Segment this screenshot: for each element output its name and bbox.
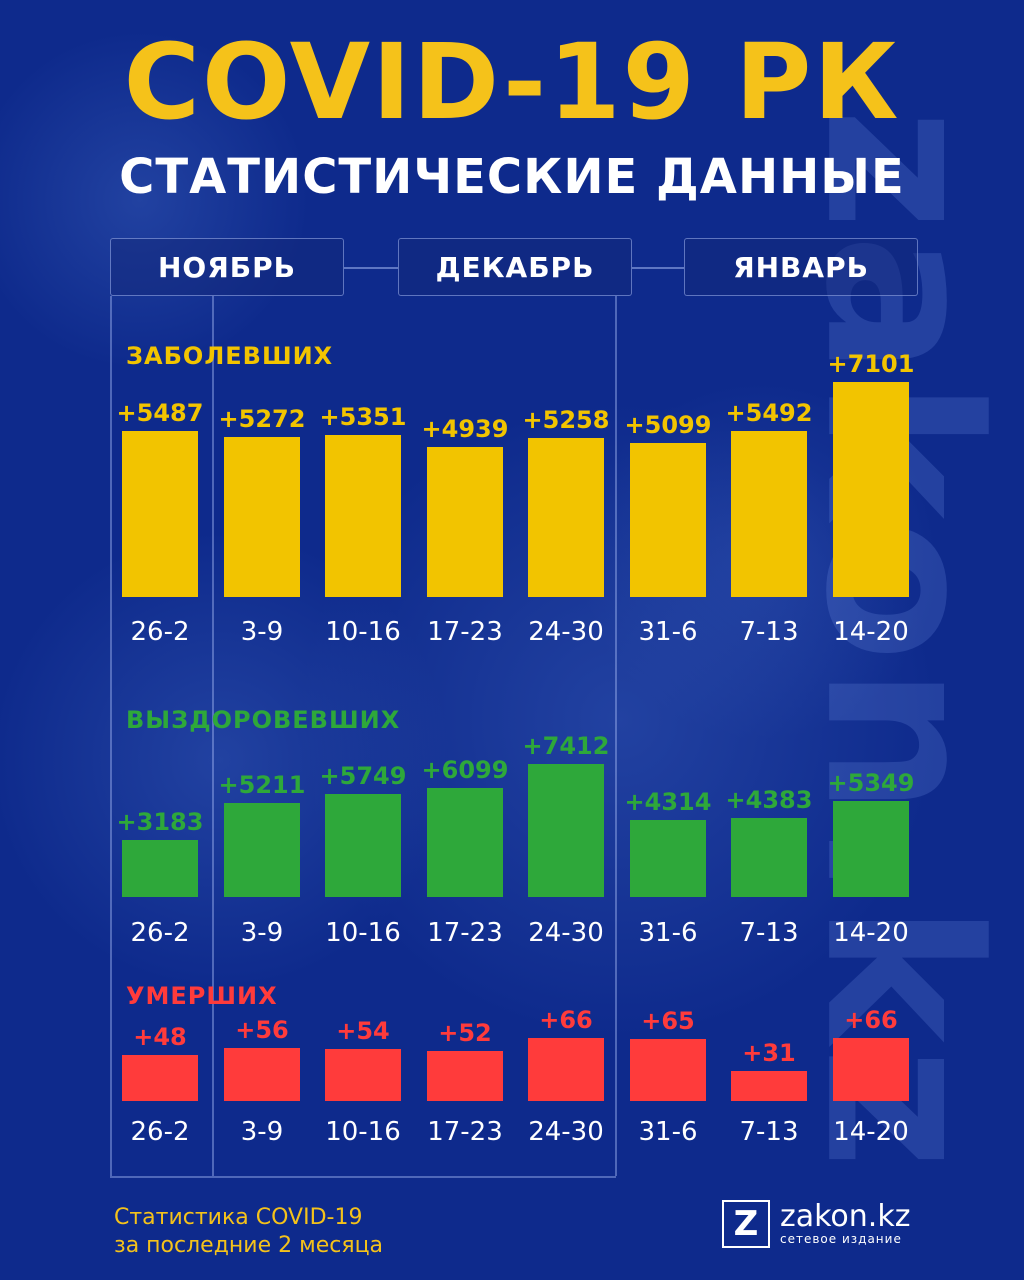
category-label: 24-30 — [528, 1117, 604, 1147]
category-label: 3-9 — [240, 918, 284, 948]
bar-deaths — [630, 1039, 706, 1101]
category-label: 24-30 — [528, 918, 604, 948]
value-label-deaths: +65 — [641, 1007, 695, 1035]
value-label-infected: +5099 — [624, 411, 712, 439]
page-title: COVID-19 РК — [123, 21, 901, 143]
category-label: 17-23 — [427, 617, 503, 647]
grid-line — [110, 296, 112, 1176]
category-label: 7-13 — [739, 617, 799, 647]
bar-recovered — [833, 801, 909, 897]
value-label-deaths: +48 — [133, 1023, 187, 1051]
category-label: 17-23 — [427, 918, 503, 948]
series-label-infected: ЗАБОЛЕВШИХ — [126, 342, 334, 370]
value-label-recovered: +5749 — [319, 762, 407, 790]
bar-deaths — [224, 1048, 300, 1101]
category-label: 14-20 — [833, 918, 909, 948]
bar-recovered — [325, 794, 401, 897]
footer-line-1: Статистика COVID-19 — [114, 1205, 363, 1230]
value-label-recovered: +5211 — [218, 771, 306, 799]
bar-recovered — [630, 820, 706, 897]
category-label: 3-9 — [240, 1117, 284, 1147]
category-label: 14-20 — [833, 1117, 909, 1147]
value-label-recovered: +4314 — [624, 788, 712, 816]
bar-infected — [122, 431, 198, 597]
publisher-logo: Z zakon.kz сетевое издание — [722, 1200, 910, 1248]
category-label: 10-16 — [325, 918, 401, 948]
value-label-infected: +5272 — [218, 405, 306, 433]
bar-recovered — [528, 764, 604, 897]
value-label-recovered: +6099 — [421, 756, 509, 784]
bar-recovered — [731, 818, 807, 897]
category-label: 24-30 — [528, 617, 604, 647]
category-label: 3-9 — [240, 617, 284, 647]
value-label-infected: +5487 — [116, 399, 204, 427]
category-label: 31-6 — [638, 617, 698, 647]
category-label: 26-2 — [130, 617, 190, 647]
grid-line — [615, 296, 617, 1176]
bar-infected — [224, 437, 300, 597]
bar-deaths — [731, 1071, 807, 1101]
bar-deaths — [528, 1038, 604, 1101]
month-connector — [632, 267, 684, 269]
category-label: 7-13 — [739, 1117, 799, 1147]
bar-infected — [833, 382, 909, 597]
grid-line — [212, 296, 214, 1176]
series-label-deaths: УМЕРШИХ — [126, 982, 278, 1010]
value-label-recovered: +5349 — [827, 769, 915, 797]
bar-recovered — [122, 840, 198, 897]
bar-deaths — [325, 1049, 401, 1101]
value-label-infected: +5258 — [522, 406, 610, 434]
bar-recovered — [224, 803, 300, 897]
grid-line — [110, 1176, 616, 1178]
bar-deaths — [122, 1055, 198, 1101]
logo-tagline: сетевое издание — [780, 1232, 902, 1246]
value-label-recovered: +7412 — [522, 732, 610, 760]
value-label-deaths: +31 — [742, 1039, 796, 1067]
bar-recovered — [427, 788, 503, 897]
bar-deaths — [427, 1051, 503, 1101]
month-connector — [344, 267, 398, 269]
series-label-recovered: ВЫЗДОРОВЕВШИХ — [126, 706, 401, 734]
category-label: 7-13 — [739, 918, 799, 948]
category-label: 10-16 — [325, 617, 401, 647]
value-label-deaths: +54 — [336, 1017, 390, 1045]
value-label-infected: +4939 — [421, 415, 509, 443]
bar-infected — [630, 443, 706, 597]
value-label-infected: +5351 — [319, 403, 407, 431]
category-label: 26-2 — [130, 1117, 190, 1147]
value-label-infected: +5492 — [725, 399, 813, 427]
category-label: 14-20 — [833, 617, 909, 647]
value-label-deaths: +56 — [235, 1016, 289, 1044]
value-label-infected: +7101 — [827, 350, 915, 378]
category-label: 31-6 — [638, 918, 698, 948]
value-label-deaths: +66 — [844, 1006, 898, 1034]
page-subtitle: СТАТИСТИЧЕСКИЕ ДАННЫЕ — [119, 149, 905, 205]
month-december: ДЕКАБРЬ — [398, 238, 632, 296]
value-label-deaths: +52 — [438, 1019, 492, 1047]
bar-infected — [427, 447, 503, 597]
value-label-recovered: +3183 — [116, 808, 204, 836]
logo-mark: Z — [722, 1200, 770, 1248]
month-january: ЯНВАРЬ — [684, 238, 918, 296]
bar-infected — [325, 435, 401, 597]
logo-name: zakon.kz — [780, 1199, 911, 1234]
month-november: НОЯБРЬ — [110, 238, 344, 296]
category-label: 17-23 — [427, 1117, 503, 1147]
bar-infected — [731, 431, 807, 597]
category-label: 31-6 — [638, 1117, 698, 1147]
value-label-recovered: +4383 — [725, 786, 813, 814]
category-label: 10-16 — [325, 1117, 401, 1147]
category-label: 26-2 — [130, 918, 190, 948]
bar-deaths — [833, 1038, 909, 1101]
footer-note: Статистика COVID-19 за последние 2 месяц… — [114, 1204, 383, 1260]
footer-line-2: за последние 2 месяца — [114, 1233, 384, 1258]
bar-infected — [528, 438, 604, 597]
value-label-deaths: +66 — [539, 1006, 593, 1034]
